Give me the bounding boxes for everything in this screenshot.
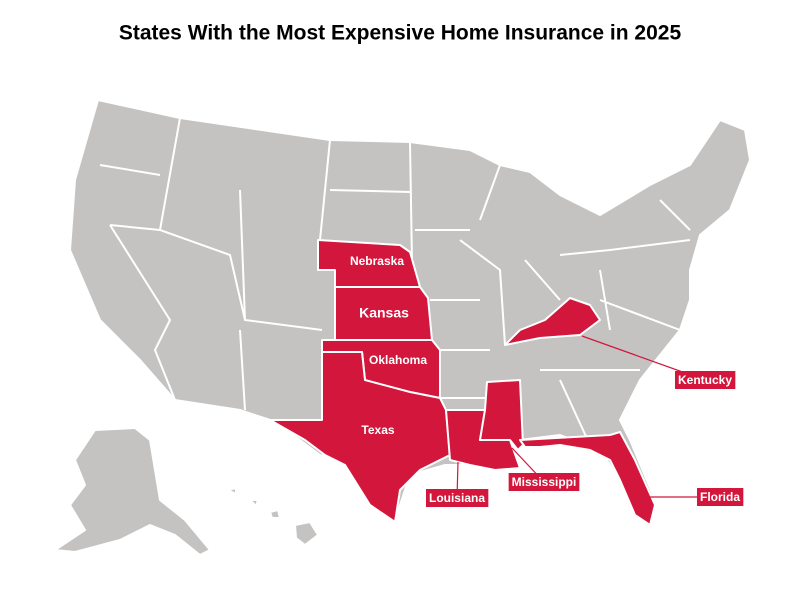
- state-shape: [504, 297, 601, 346]
- state-shape: [479, 379, 524, 451]
- state-label: Mississippi: [512, 475, 577, 489]
- labels: Nebraska Kansas Oklahoma Texas Louisiana Miss…: [350, 254, 744, 507]
- state-label: Oklahoma: [369, 353, 427, 367]
- callout-box: [674, 371, 736, 389]
- state-shape: [519, 431, 656, 526]
- alaska: [54, 427, 211, 556]
- state-label: Florida: [700, 490, 740, 504]
- state-label: Louisiana: [429, 491, 485, 505]
- state-label: Nebraska: [350, 254, 404, 268]
- state-shape: [269, 351, 451, 523]
- state-label: Kentucky: [678, 373, 732, 387]
- state-label: Texas: [361, 423, 394, 437]
- state-label: Kansas: [359, 305, 409, 321]
- state-borders: [99, 117, 691, 446]
- map-title: States With the Most Expensive Home Insu…: [119, 22, 682, 45]
- hawaii: [227, 487, 319, 546]
- highlighted-states: [269, 239, 656, 526]
- callout-box: [696, 488, 744, 506]
- callout-box: [425, 489, 489, 507]
- callout-box: [508, 473, 580, 491]
- state-shape: [334, 286, 433, 341]
